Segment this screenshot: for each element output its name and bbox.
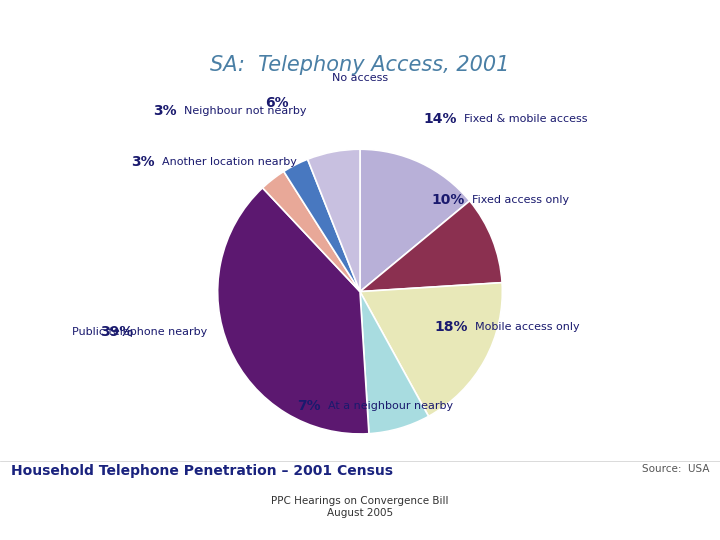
Text: SA:  Telephony Access, 2001: SA: Telephony Access, 2001 <box>210 55 510 75</box>
Wedge shape <box>360 149 469 292</box>
Text: 18%: 18% <box>434 320 468 334</box>
Text: Household Telephone Penetration – 2001 Census: Household Telephone Penetration – 2001 C… <box>11 464 393 478</box>
Text: Neighbour not nearby: Neighbour not nearby <box>184 106 306 116</box>
Text: Mobile access only: Mobile access only <box>475 322 580 332</box>
Wedge shape <box>307 149 360 292</box>
Text: Fixed & mobile access: Fixed & mobile access <box>464 114 588 124</box>
Text: 3%: 3% <box>153 104 176 118</box>
Text: 3%: 3% <box>131 155 155 169</box>
Text: At a neighbour nearby: At a neighbour nearby <box>328 401 453 411</box>
Text: The South African Communications Sector Review: The South African Communications Sector … <box>107 11 613 29</box>
Wedge shape <box>360 201 502 292</box>
Text: Source:  USA: Source: USA <box>642 464 709 474</box>
Text: 10%: 10% <box>431 193 464 207</box>
Text: 14%: 14% <box>423 112 457 126</box>
Wedge shape <box>263 171 360 292</box>
Text: Public telephone nearby: Public telephone nearby <box>72 327 207 337</box>
Wedge shape <box>360 282 503 416</box>
Wedge shape <box>284 159 360 292</box>
Text: 39%: 39% <box>100 325 133 339</box>
Text: PPC Hearings on Convergence Bill
August 2005: PPC Hearings on Convergence Bill August … <box>271 496 449 518</box>
Text: Fixed access only: Fixed access only <box>472 195 569 205</box>
Text: 6%: 6% <box>266 96 289 110</box>
Text: 7%: 7% <box>297 399 320 413</box>
Wedge shape <box>217 188 369 434</box>
Wedge shape <box>360 292 428 434</box>
Text: Another location nearby: Another location nearby <box>162 157 297 167</box>
Text: No access: No access <box>332 73 388 83</box>
